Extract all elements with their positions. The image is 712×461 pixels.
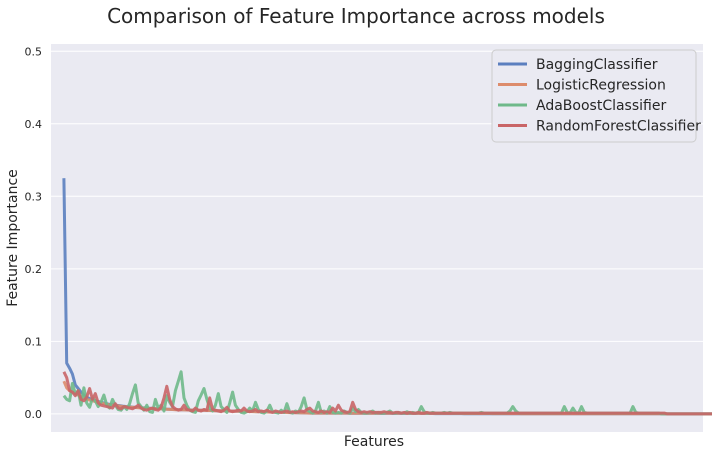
y-tick-label: 0.5 [25,45,43,58]
y-tick-label: 0.1 [25,335,43,348]
y-tick-label: 0.2 [25,263,43,276]
y-tick-label: 0.0 [25,408,43,421]
y-tick-label: 0.4 [25,118,43,131]
y-tick-label: 0.3 [25,190,43,203]
chart-title: Comparison of Feature Importance across … [107,4,605,28]
legend-item: LogisticRegression [498,78,666,94]
legend-item: AdaBoostClassifier [498,98,666,114]
legend-item: RandomForestClassifier [498,119,701,135]
legend-label: BaggingClassifier [536,57,658,73]
legend: BaggingClassifier LogisticRegression AdaBo… [491,49,701,143]
legend-label: RandomForestClassifier [536,119,701,135]
x-axis-label: Features [344,434,404,450]
legend-label: LogisticRegression [536,78,666,94]
y-axis-label: Feature Importance [5,169,21,307]
series-line-randomforestclassifier [62,371,712,416]
legend-item: BaggingClassifier [498,57,658,73]
legend-label: AdaBoostClassifier [536,98,666,114]
y-tick-labels: 0.0 0.1 0.2 0.3 0.4 0.5 [25,45,43,421]
legend-box [491,49,697,143]
series-lines [62,178,712,416]
